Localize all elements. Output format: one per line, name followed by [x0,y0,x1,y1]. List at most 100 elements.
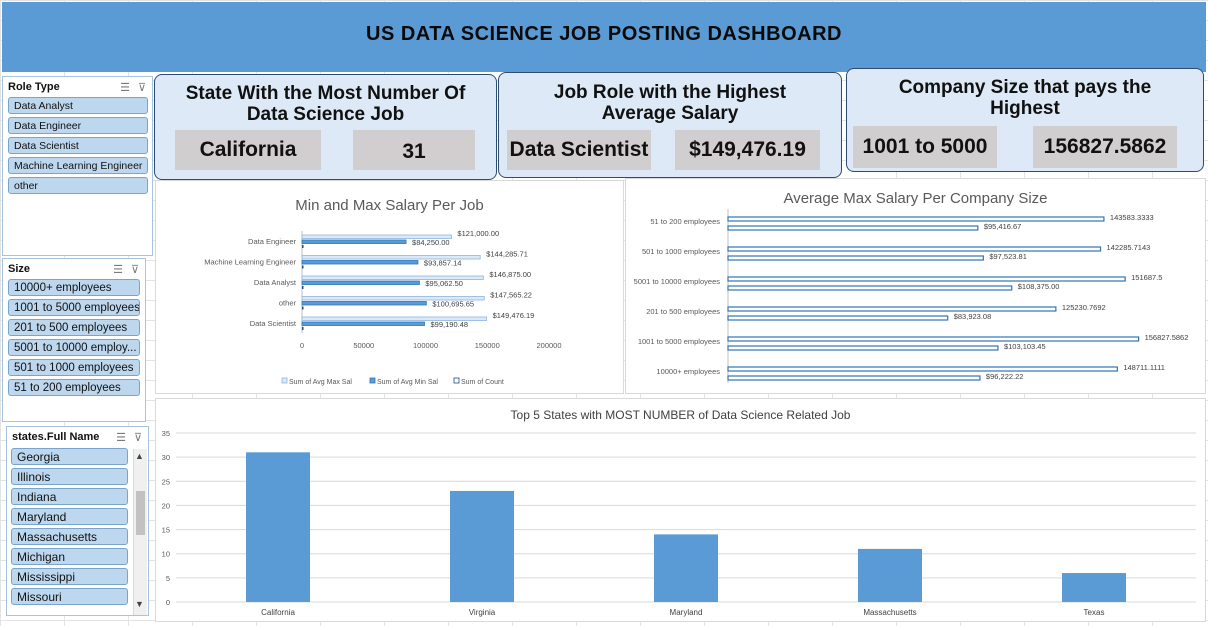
count-bar [302,286,304,289]
slicer-item[interactable]: 201 to 500 employees [8,319,140,336]
kpi-card-top-role: Job Role with the Highest Average Salary… [498,72,842,178]
slicer-item[interactable]: other [8,177,148,194]
min-max-salary-chart: Min and Max Salary Per Job Data Engineer… [155,180,624,394]
clear-filter-icon[interactable]: ⊽ [130,264,139,276]
scroll-down-icon[interactable]: ▼ [135,599,144,609]
multi-select-icon[interactable]: ☰ [120,82,130,94]
slicer-item[interactable]: Data Analyst [8,97,148,114]
max-data-label: $144,285.71 [486,250,528,259]
x-tick-label: 50000 [353,341,374,350]
slicer-item[interactable]: Data Scientist [8,137,148,154]
min-data-label: $95,062.50 [425,279,463,288]
x-category-label: Massachusetts [863,608,916,617]
category-label: 201 to 500 employees [646,307,720,316]
min-data-label: $84,250.00 [412,238,450,247]
category-label: 51 to 200 employees [650,217,720,226]
legend-swatch [369,377,376,384]
max-salary-bar [301,234,452,239]
scrollbar-thumb[interactable] [136,491,145,535]
y-tick-label: 5 [166,574,170,583]
slicer-item[interactable]: 5001 to 10000 employ... [8,339,140,356]
kpi-value-salary: 156827.5862 [1033,126,1177,168]
dashboard-banner: US DATA SCIENCE JOB POSTING DASHBOARD [2,2,1206,72]
max-salary-bar [301,255,481,260]
kpi-value-count: 31 [353,130,475,170]
slicer-item[interactable]: Data Engineer [8,117,148,134]
slicer-item[interactable]: Maryland [11,508,128,525]
y-tick-label: 25 [162,477,170,486]
kpi-title-line2: Highest [990,98,1060,119]
slicer-item[interactable]: Machine Learning Engineer [8,157,148,174]
chart-title: Min and Max Salary Per Job [295,197,484,214]
avg-min-salary-bar [727,375,981,381]
max-data-label: 143583.3333 [1110,213,1154,222]
chart1-svg: Data Engineer $121,000.00 $84,250.00 Machin… [204,229,561,386]
min-data-label: $100,695.65 [432,300,474,309]
company-size-salary-chart: Average Max Salary Per Company Size 51 t… [625,178,1206,394]
slicer-item[interactable]: Massachusetts [11,528,128,545]
slicer-title: states.Full Name [12,431,100,443]
kpi-title-line1: Job Role with the Highest [553,82,787,103]
slicer-item[interactable]: 501 to 1000 employees [8,359,140,376]
slicer-item[interactable]: Missouri [11,588,128,605]
y-tick-label: 0 [166,598,170,607]
slicer-title: Role Type [8,81,60,93]
chart3-svg: 0 5 10 15 20 25 30 35 California Virginia Maryland… [162,429,1196,617]
states-slicer: states.Full Name ☰ ⊽ Georgia Illinois Indi… [6,426,149,616]
avg-max-salary-bar [727,276,1126,282]
avg-min-salary-bar [727,285,1013,291]
min-salary-bar [301,321,425,326]
avg-max-salary-bar [727,306,1057,312]
legend-swatch [453,377,460,384]
x-category-label: California [261,608,295,617]
clear-filter-icon[interactable]: ⊽ [133,432,142,444]
slicer-item[interactable]: 51 to 200 employees [8,379,140,396]
x-category-label: Texas [1084,608,1105,617]
slicer-item[interactable]: Georgia [11,448,128,465]
y-tick-label: 35 [162,429,170,438]
slicer-item[interactable]: Michigan [11,548,128,565]
kpi-title-line2: Data Science Job [246,104,405,125]
chart-title: Average Max Salary Per Company Size [783,190,1048,207]
slicer-scrollbar[interactable]: ▲ ▼ [133,449,147,615]
min-salary-bar [301,260,419,265]
category-label: Machine Learning Engineer [204,258,296,267]
avg-max-salary-bar [727,246,1102,252]
avg-min-salary-bar [727,255,984,261]
min-data-label: $83,923.08 [954,312,992,321]
slicer-item[interactable]: Indiana [11,488,128,505]
max-data-label: 151687.5 [1131,273,1162,282]
multi-select-icon[interactable]: ☰ [116,432,126,444]
category-label: Data Analyst [254,278,297,287]
avg-max-salary-bar [727,336,1140,342]
max-data-label: $146,875.00 [489,270,531,279]
state-bar [654,534,718,602]
min-data-label: $95,416.67 [984,222,1022,231]
slicer-item[interactable]: Illinois [11,468,128,485]
size-slicer: Size ☰ ⊽ 10000+ employees 1001 to 5000 em… [2,258,146,422]
state-bar [1062,573,1126,602]
slicer-item[interactable]: 1001 to 5000 employees [8,299,140,316]
kpi-value-salary: $149,476.19 [675,130,820,170]
max-data-label: $149,476.19 [493,311,535,320]
min-data-label: $97,523.81 [989,252,1027,261]
clear-filter-icon[interactable]: ⊽ [137,82,146,94]
min-salary-bar [301,239,407,244]
chart-title: Top 5 States with MOST NUMBER of Data Sc… [510,408,851,422]
x-tick-label: 100000 [413,341,438,350]
slicer-item[interactable]: Mississippi [11,568,128,585]
state-bar [246,452,310,602]
slicer-title: Size [8,263,31,275]
category-label: Data Scientist [250,319,297,328]
y-tick-label: 15 [162,526,170,535]
x-tick-label: 150000 [475,341,500,350]
max-data-label: 125230.7692 [1062,303,1106,312]
y-tick-label: 20 [162,501,170,510]
legend-label: Sum of Avg Min Sal [377,379,438,386]
min-salary-bar [301,280,420,285]
multi-select-icon[interactable]: ☰ [113,264,123,276]
role-type-slicer: Role Type ☰ ⊽ Data Analyst Data Engineer D… [2,76,153,256]
y-tick-label: 10 [162,550,170,559]
scroll-up-icon[interactable]: ▲ [135,451,144,461]
slicer-item[interactable]: 10000+ employees [8,279,140,296]
